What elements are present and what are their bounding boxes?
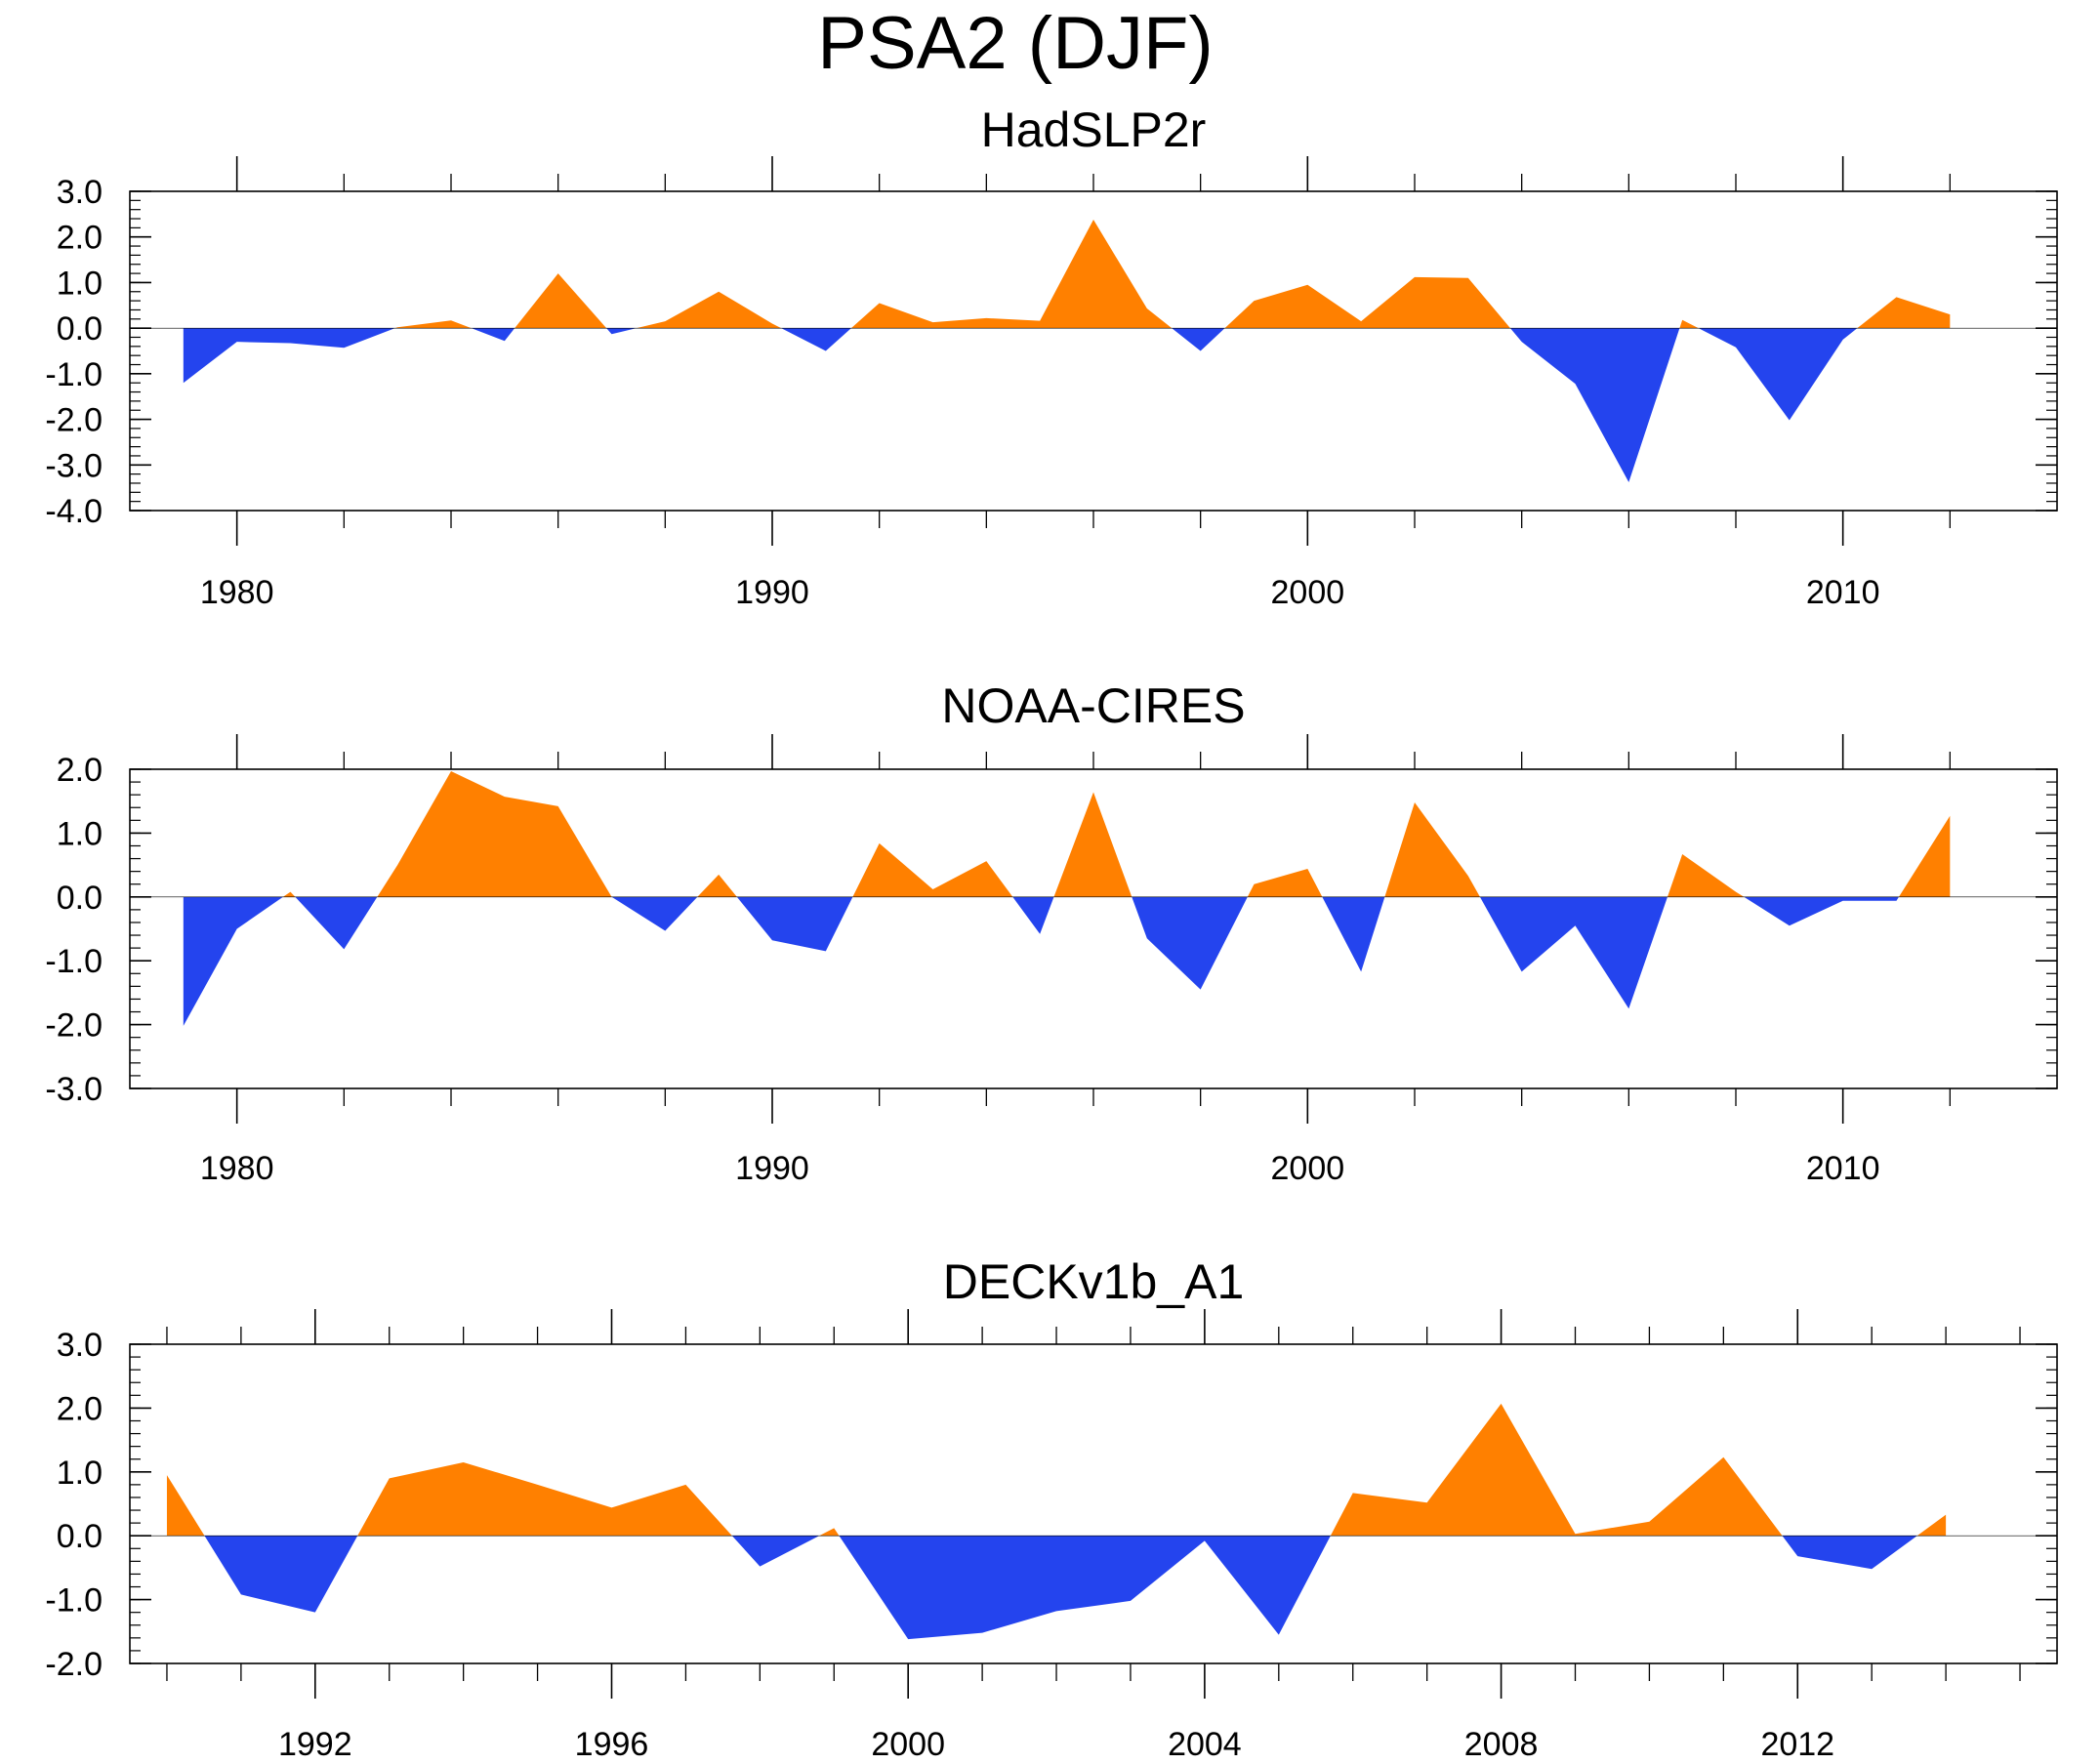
y-tick-label: -1.0 [45, 943, 103, 980]
panel-title: DECKv1b_A1 [943, 1254, 1245, 1309]
y-tick-label: 3.0 [57, 1327, 103, 1364]
chart-panel-3: DECKv1b_A1 3.0 2.0 1.0 0.0 -1.0 -2.0 1992 1996 20… [45, 1254, 2058, 1763]
y-tick-label: -3.0 [45, 1071, 103, 1108]
x-tick-label: 2000 [1271, 1150, 1345, 1187]
y-tick-label: 0.0 [57, 1518, 103, 1555]
negative-area [183, 328, 1951, 483]
positive-area [183, 770, 1951, 897]
panel-title: NOAA-CIRES [941, 678, 1245, 733]
x-tick-label: 1990 [735, 1150, 809, 1187]
positive-area [166, 1403, 1947, 1537]
negative-area [166, 1536, 1947, 1640]
chart-panel-2: NOAA-CIRES 2.0 1.0 0.0 -1.0 -2.0 -3.0 1980 1990 2… [45, 678, 2058, 1187]
y-tick-label: 1.0 [57, 815, 103, 852]
y-tick-label: -1.0 [45, 356, 103, 393]
y-tick-label: 2.0 [57, 1390, 103, 1427]
panel-title: HadSLP2r [981, 103, 1207, 157]
x-tick-label: 2012 [1760, 1726, 1834, 1763]
positive-area [183, 219, 1951, 329]
x-tick-label: 2004 [1168, 1726, 1242, 1763]
y-tick-label: 2.0 [57, 220, 103, 257]
x-tick-label: 1990 [735, 574, 809, 611]
y-tick-label: 1.0 [57, 1455, 103, 1492]
y-tick-label: 0.0 [57, 310, 103, 348]
x-tick-label: 1992 [278, 1726, 352, 1763]
y-tick-label: -2.0 [45, 402, 103, 439]
y-tick-label: 2.0 [57, 752, 103, 789]
y-tick-label: 1.0 [57, 265, 103, 302]
y-tick-label: 3.0 [57, 174, 103, 211]
x-tick-label: 2000 [1271, 574, 1345, 611]
y-tick-label: -3.0 [45, 447, 103, 484]
x-tick-label: 2010 [1806, 574, 1880, 611]
plot-frame [129, 1343, 2058, 1664]
chart-panel-1: HadSLP2r 3.0 2.0 1.0 0.0 -1.0 -2.0 -3.0 -4.0 1980… [45, 103, 2058, 611]
y-tick-label: -4.0 [45, 493, 103, 530]
x-tick-label: 1980 [200, 574, 274, 611]
x-tick-label: 2010 [1806, 1150, 1880, 1187]
negative-area [183, 896, 1951, 1026]
y-tick-label: 0.0 [57, 880, 103, 917]
y-tick-label: -1.0 [45, 1582, 103, 1620]
x-tick-label: 1996 [575, 1726, 649, 1763]
plot-frame [129, 190, 2058, 512]
x-tick-label: 2000 [871, 1726, 945, 1763]
plot-frame [129, 768, 2058, 1089]
x-tick-label: 1980 [200, 1150, 274, 1187]
y-tick-label: -2.0 [45, 1007, 103, 1045]
x-tick-label: 2008 [1464, 1726, 1539, 1763]
y-tick-label: -2.0 [45, 1646, 103, 1683]
chart-main-title: PSA2 (DJF) [817, 2, 1214, 85]
